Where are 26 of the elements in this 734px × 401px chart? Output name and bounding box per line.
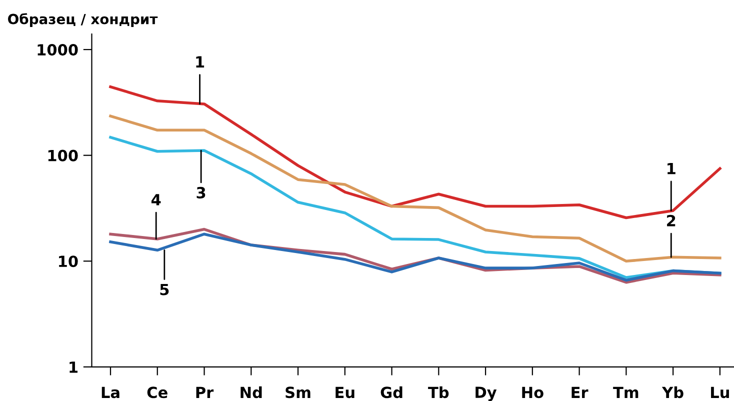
annotation: 2 bbox=[667, 214, 676, 226]
x-tick-label: Ce bbox=[147, 386, 168, 398]
line-series bbox=[109, 114, 722, 263]
y-tick-label: 10 bbox=[59, 256, 78, 268]
x-tick-label: Pr bbox=[196, 386, 214, 398]
x-tick-label: Eu bbox=[336, 386, 354, 398]
annotation: 3 bbox=[196, 186, 206, 198]
x-tick-label: Yb bbox=[662, 386, 684, 398]
x-tick-label: Tb bbox=[428, 386, 449, 398]
y-tick-label: 1 bbox=[70, 362, 78, 373]
y-tick-label: 100 bbox=[48, 150, 78, 162]
x-tick-label: Er bbox=[572, 386, 588, 398]
annotation: 4 bbox=[151, 194, 161, 206]
annotation: 1 bbox=[196, 56, 204, 68]
x-tick-label: Dy bbox=[476, 386, 497, 401]
x-tick-label: Gd bbox=[380, 386, 402, 398]
x-tick-label: La bbox=[102, 386, 120, 398]
y-tick-label: 1000 bbox=[38, 44, 78, 56]
x-tick-label: Sm bbox=[286, 386, 310, 398]
x-tick-label: Nd bbox=[240, 386, 262, 398]
x-tick-label: Lu bbox=[711, 386, 729, 398]
annotation: 5 bbox=[160, 284, 169, 296]
x-tick-label: Tm bbox=[613, 386, 638, 398]
annotation: 1 bbox=[668, 163, 676, 174]
y-axis-title: Образец / хондрит bbox=[8, 13, 158, 27]
x-tick-label: Ho bbox=[522, 386, 544, 398]
